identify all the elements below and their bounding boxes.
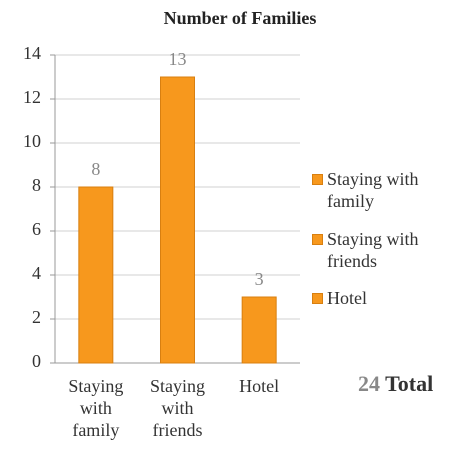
data-label: 13 (169, 49, 187, 69)
data-label: 8 (91, 159, 100, 179)
bar (78, 186, 114, 364)
total-value: 24 (358, 371, 380, 396)
total-label: Total (385, 371, 434, 396)
data-label: 3 (255, 269, 264, 289)
y-tick-label: 12 (23, 87, 41, 107)
y-tick-label: 0 (32, 351, 41, 371)
x-tick-label: Staying with friends (149, 376, 205, 440)
legend-label: Staying with friends (327, 229, 419, 271)
y-tick-label: 4 (32, 263, 41, 283)
legend-entry: Staying with friends (312, 228, 462, 272)
y-tick-label: 14 (23, 43, 41, 63)
y-tick-label: 6 (32, 219, 41, 239)
chart-title: Number of Families (164, 8, 317, 28)
legend-entry: Staying with family (312, 168, 462, 212)
legend-swatch (312, 234, 323, 245)
bar (160, 76, 195, 364)
legend-entry: Hotel (312, 287, 462, 309)
legend-label: Staying with family (327, 169, 419, 211)
y-tick-label: 10 (23, 131, 41, 151)
x-tick-label: Hotel (239, 376, 280, 396)
x-tick-label: Staying with family (68, 376, 124, 440)
y-tick-label: 2 (32, 307, 41, 327)
legend-swatch (312, 293, 323, 304)
total-annotation: 24 Total (358, 371, 433, 397)
bar (241, 296, 277, 364)
y-tick-label: 8 (32, 175, 41, 195)
legend-swatch (312, 174, 323, 185)
legend-label: Hotel (327, 288, 367, 308)
